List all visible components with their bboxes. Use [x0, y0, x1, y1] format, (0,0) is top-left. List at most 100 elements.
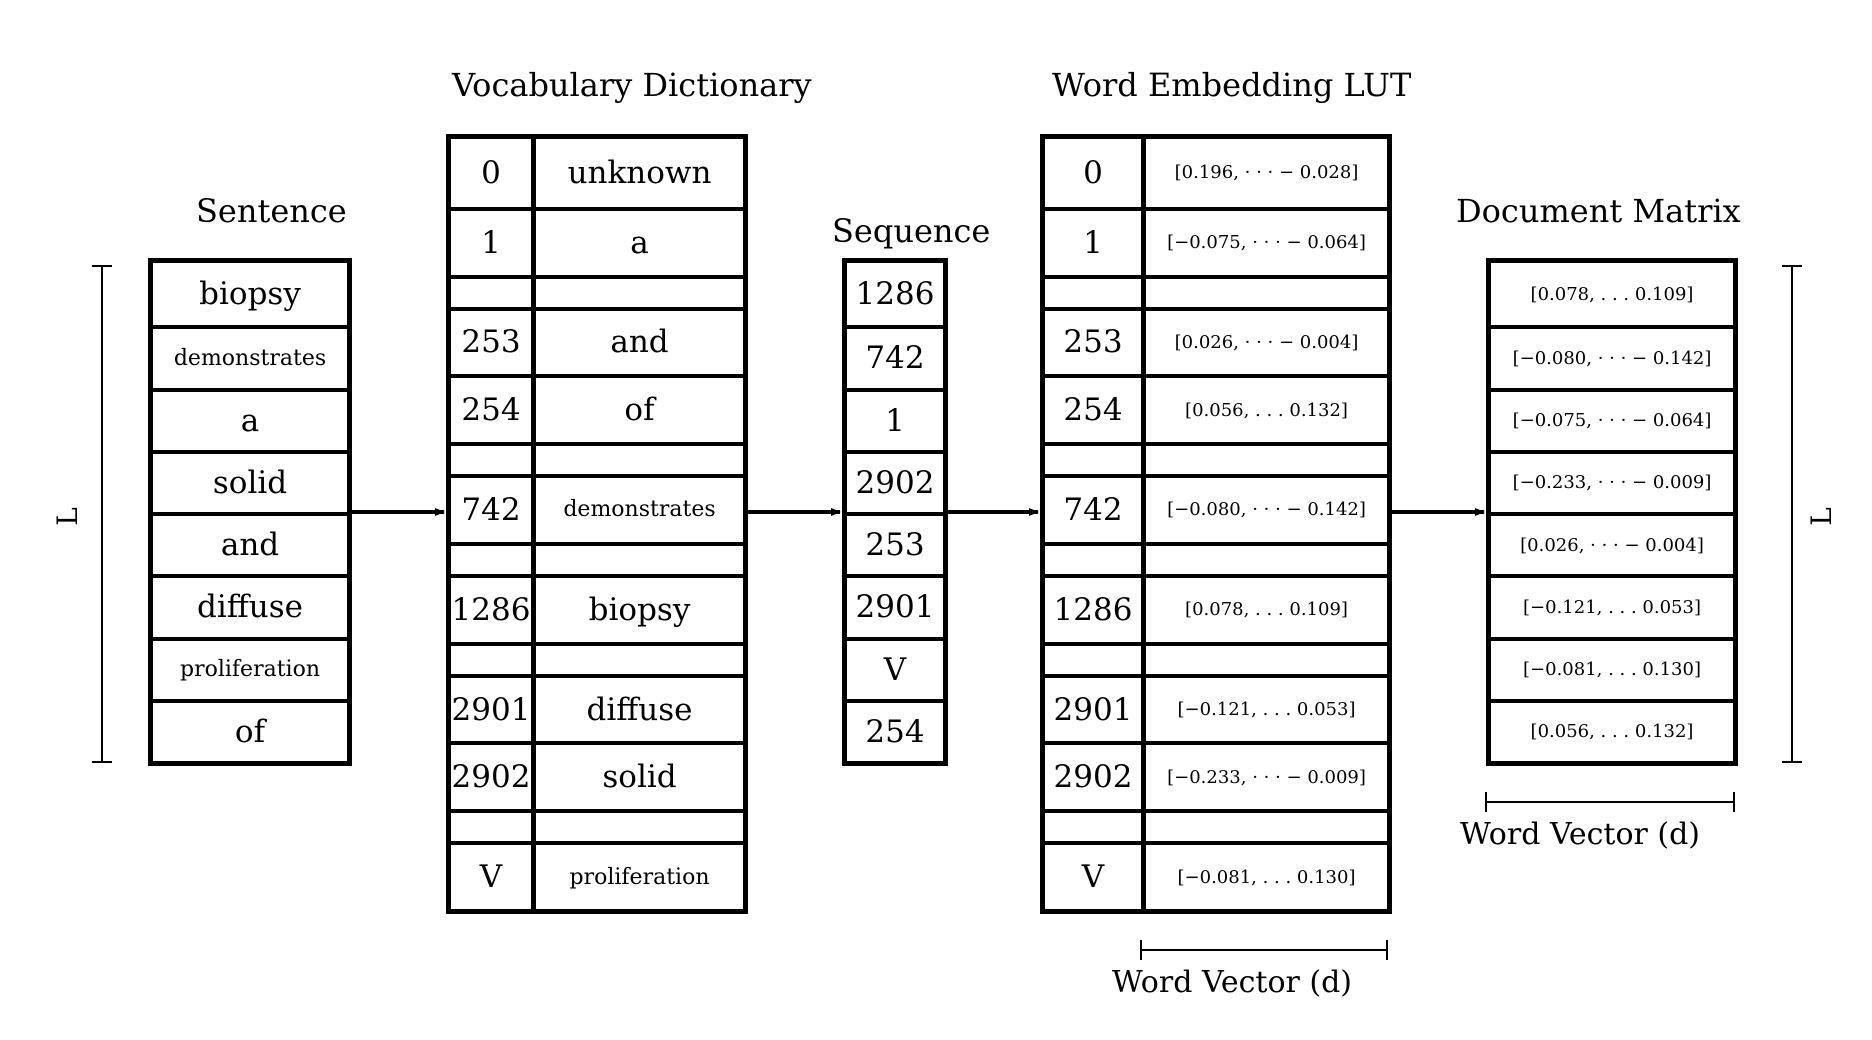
- word-vector-dimension-doc: [1485, 792, 1735, 812]
- sentence-row: and: [153, 512, 347, 574]
- vocab-id: 0: [481, 154, 501, 191]
- vocab-row: [451, 274, 743, 307]
- lut-title: Word Embedding LUT: [1052, 66, 1412, 104]
- lut-id: 2902: [1053, 759, 1133, 796]
- sentence-row: biopsy: [153, 263, 347, 325]
- document-row: [−0.233, · · · − 0.009]: [1491, 449, 1733, 512]
- sequence-row: 2902: [847, 449, 943, 512]
- sentence-word: diffuse: [196, 589, 303, 626]
- vocab-row: 742 demonstrates: [451, 474, 743, 542]
- lut-vector: [−0.081, . . . 0.130]: [1177, 866, 1356, 888]
- vocab-id: 1: [481, 224, 501, 261]
- lut-id: 1: [1083, 224, 1103, 261]
- sentence-word: of: [234, 713, 266, 750]
- vocab-word: proliferation: [569, 864, 710, 890]
- vocab-word: biopsy: [588, 591, 691, 628]
- sentence-table: biopsy demonstrates a solid and diffuse prolif…: [148, 258, 352, 766]
- column-divider: [531, 139, 536, 909]
- sequence-row: 742: [847, 325, 943, 387]
- lut-vector: [0.196, · · · − 0.028]: [1174, 162, 1359, 184]
- vocab-dictionary-table: 0 unknown 1 a 253 and 254 of 742 demonstrates 1286…: [446, 134, 748, 914]
- length-bracket-right: [1782, 265, 1802, 763]
- document-matrix-table: [0.078, . . . 0.109] [−0.080, · · · − 0.1…: [1486, 258, 1738, 766]
- sentence-word: solid: [212, 464, 288, 501]
- lut-vector: [−0.233, · · · − 0.009]: [1167, 766, 1366, 788]
- vocab-row: 0 unknown: [451, 139, 743, 207]
- sequence-index: 742: [865, 340, 925, 377]
- length-label-left: L: [50, 507, 84, 526]
- word-embedding-lut-table: 0 [0.196, · · · − 0.028] 1 [−0.075, · · · −…: [1040, 134, 1392, 914]
- sentence-row: demonstrates: [153, 325, 347, 387]
- lut-row: [1045, 809, 1387, 841]
- lut-id: 0: [1083, 154, 1103, 191]
- word-vector-label-doc: Word Vector (d): [1460, 817, 1701, 852]
- lut-row: 2901 [−0.121, . . . 0.053]: [1045, 673, 1387, 742]
- vocab-id: V: [479, 859, 503, 896]
- sentence-row: diffuse: [153, 574, 347, 636]
- vocab-word: demonstrates: [563, 497, 716, 523]
- lut-vector: [−0.121, . . . 0.053]: [1177, 699, 1356, 721]
- lut-row: 742 [−0.080, · · · − 0.142]: [1045, 474, 1387, 542]
- document-vector: [−0.075, · · · − 0.064]: [1512, 410, 1712, 432]
- sequence-row: 254: [847, 698, 943, 761]
- vocab-id: 253: [461, 324, 521, 361]
- word-vector-dimension-lut: [1140, 940, 1388, 960]
- sequence-row: 1: [847, 387, 943, 450]
- vocab-row: 2902 solid: [451, 741, 743, 809]
- vocab-row: [451, 809, 743, 841]
- lut-row: [1045, 541, 1387, 574]
- vocab-id: 742: [461, 491, 521, 528]
- sequence-row: 253: [847, 512, 943, 574]
- vocab-row: [451, 541, 743, 574]
- lut-id: 742: [1063, 491, 1123, 528]
- vocab-word: a: [630, 224, 649, 261]
- lut-vector: [0.026, · · · − 0.004]: [1174, 331, 1359, 353]
- lut-vector: [−0.080, · · · − 0.142]: [1167, 499, 1366, 521]
- document-row: [0.026, · · · − 0.004]: [1491, 512, 1733, 574]
- sentence-row: a: [153, 387, 347, 450]
- lut-id: 1286: [1053, 591, 1133, 628]
- vocab-row: [451, 442, 743, 474]
- sequence-row: 2901: [847, 574, 943, 636]
- sentence-word: biopsy: [199, 276, 301, 313]
- vocab-row: 254 of: [451, 374, 743, 442]
- vocab-word: solid: [602, 759, 677, 796]
- lut-row: 253 [0.026, · · · − 0.004]: [1045, 306, 1387, 375]
- sentence-word: demonstrates: [173, 345, 327, 371]
- sequence-index: 2901: [855, 589, 935, 626]
- vocab-title: Vocabulary Dictionary: [452, 66, 812, 104]
- sentence-word: a: [240, 402, 260, 439]
- vocab-id: 254: [461, 392, 521, 429]
- column-divider: [1141, 139, 1146, 909]
- lut-row: 1 [−0.075, · · · − 0.064]: [1045, 206, 1387, 275]
- sequence-index: 254: [865, 713, 925, 750]
- vocab-word: diffuse: [586, 691, 693, 728]
- sentence-word: and: [220, 527, 280, 564]
- lut-vector: [−0.075, · · · − 0.064]: [1167, 232, 1366, 254]
- vocab-word: of: [624, 392, 655, 429]
- sentence-row: proliferation: [153, 636, 347, 699]
- sequence-index: 1: [885, 402, 905, 439]
- lut-row: [1045, 274, 1387, 307]
- vocab-row: 2901 diffuse: [451, 673, 743, 742]
- vocab-row: [451, 641, 743, 674]
- document-row: [−0.081, . . . 0.130]: [1491, 636, 1733, 699]
- document-row: [0.078, . . . 0.109]: [1491, 263, 1733, 325]
- length-bracket-left: [92, 265, 112, 763]
- lut-row: 254 [0.056, . . . 0.132]: [1045, 374, 1387, 442]
- lut-id: 2901: [1053, 691, 1133, 728]
- document-vector: [−0.233, · · · − 0.009]: [1512, 472, 1712, 494]
- sequence-row: 1286: [847, 263, 943, 325]
- length-label-right: L: [1804, 507, 1838, 526]
- vocab-word: and: [610, 324, 669, 361]
- sequence-table: 1286 742 1 2902 253 2901 V 254: [842, 258, 948, 766]
- document-title: Document Matrix: [1456, 192, 1741, 230]
- vocab-row: 1286 biopsy: [451, 573, 743, 642]
- lut-row: 0 [0.196, · · · − 0.028]: [1045, 139, 1387, 207]
- document-row: [−0.080, · · · − 0.142]: [1491, 325, 1733, 387]
- document-vector: [0.078, . . . 0.109]: [1530, 283, 1694, 305]
- lut-row: 2902 [−0.233, · · · − 0.009]: [1045, 741, 1387, 809]
